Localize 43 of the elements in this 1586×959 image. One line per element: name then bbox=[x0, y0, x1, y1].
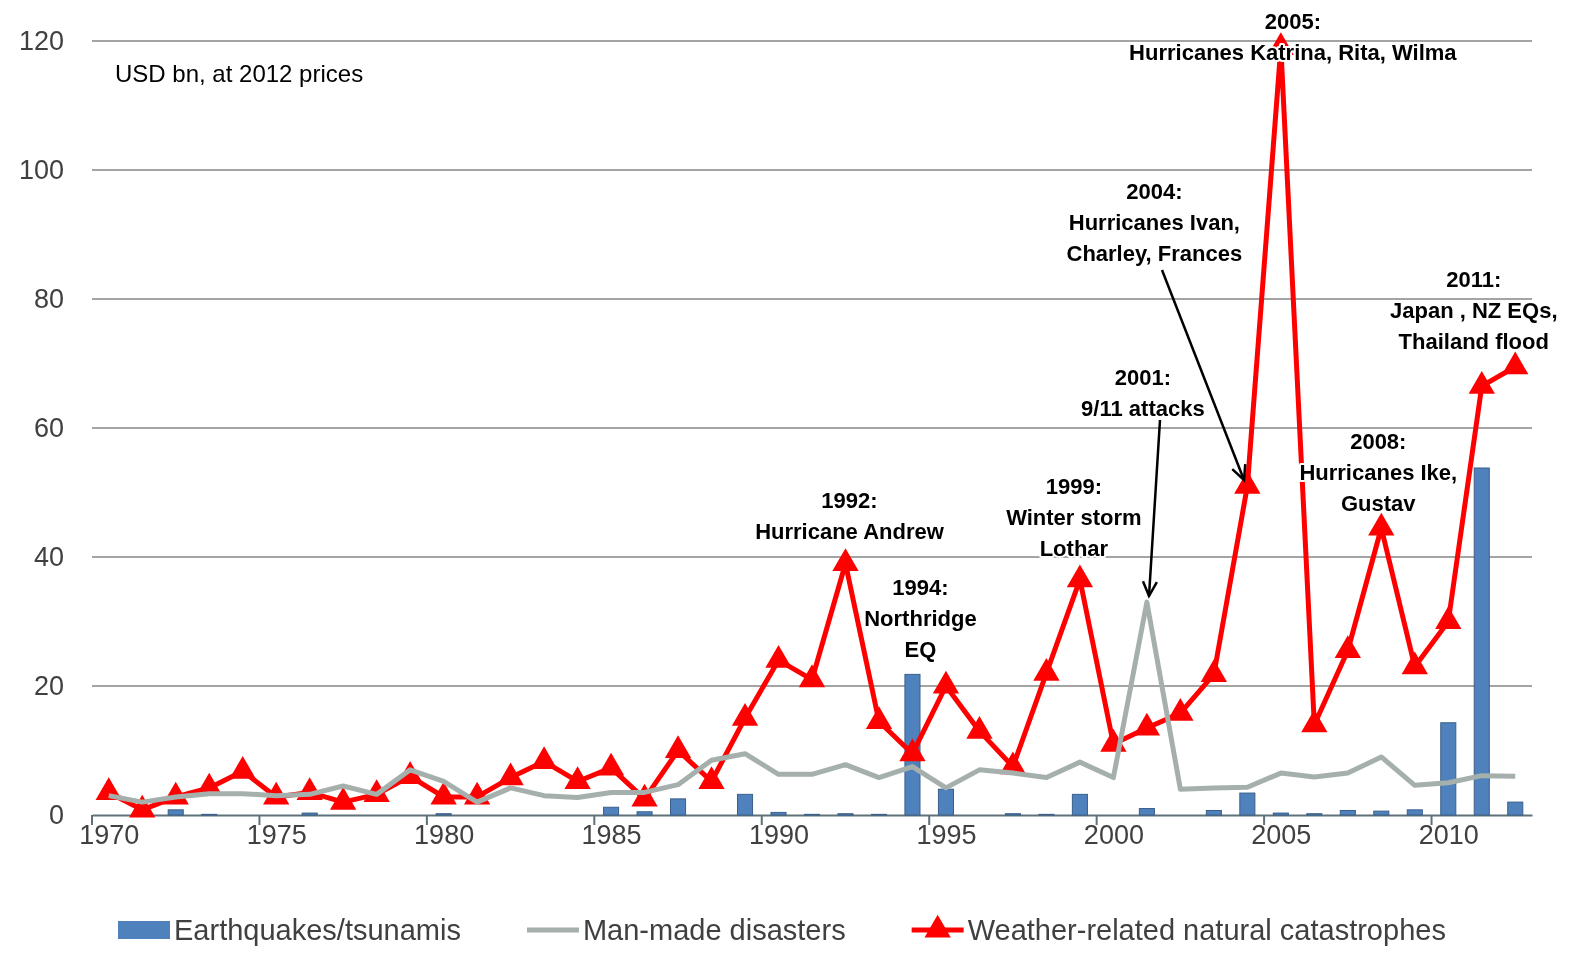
x-tick-label: 2000 bbox=[1083, 820, 1144, 851]
bar bbox=[1373, 810, 1390, 816]
bar bbox=[1339, 809, 1356, 816]
annotation: 1994: Northridge EQ bbox=[864, 575, 977, 663]
annotation: 2001: 9/11 attacks bbox=[1081, 365, 1205, 422]
bar bbox=[1205, 809, 1222, 816]
bar bbox=[670, 798, 687, 816]
y-tick-label: 40 bbox=[33, 542, 64, 573]
legend-label: Man-made disasters bbox=[582, 914, 846, 946]
bar bbox=[736, 793, 754, 816]
bar bbox=[1406, 809, 1423, 816]
x-tick-label: 1980 bbox=[414, 820, 475, 851]
bar bbox=[937, 788, 954, 816]
bar bbox=[636, 811, 653, 816]
annotation: 2004: Hurricanes Ivan, Charley, Frances bbox=[1066, 179, 1243, 267]
x-tick-label: 1995 bbox=[916, 820, 977, 851]
x-tick-label: 2005 bbox=[1251, 820, 1312, 851]
annotation: USD bn, at 2012 prices bbox=[115, 60, 364, 87]
bar bbox=[167, 809, 184, 816]
bar bbox=[603, 806, 620, 816]
x-tick-label: 1985 bbox=[581, 820, 642, 851]
annotation: 2011: Japan , NZ EQs, Thailand flood bbox=[1390, 267, 1558, 355]
bar bbox=[1239, 792, 1256, 816]
x-tick-label: 1970 bbox=[79, 820, 140, 851]
bar bbox=[1138, 808, 1155, 816]
annotation: 1999: Winter storm Lothar bbox=[1006, 473, 1142, 561]
bar bbox=[1507, 801, 1524, 816]
annotation: 1992: Hurricane Andrew bbox=[755, 488, 945, 545]
bar bbox=[1473, 467, 1490, 816]
y-tick-label: 60 bbox=[33, 413, 64, 444]
legend-label: Earthquakes/tsunamis bbox=[174, 914, 461, 946]
x-tick-label: 1975 bbox=[246, 820, 307, 851]
y-tick-label: 0 bbox=[48, 800, 64, 831]
x-tick-label: 2010 bbox=[1418, 820, 1479, 851]
legend-label: Weather-related natural catastrophes bbox=[967, 914, 1446, 946]
y-tick-label: 20 bbox=[33, 671, 64, 702]
bar bbox=[1440, 722, 1457, 816]
bar bbox=[1071, 793, 1088, 816]
y-tick-label: 120 bbox=[18, 26, 64, 57]
bar bbox=[770, 811, 787, 816]
y-tick-label: 80 bbox=[33, 284, 64, 315]
y-tick-label: 100 bbox=[18, 155, 64, 186]
x-tick-label: 1990 bbox=[748, 820, 810, 851]
